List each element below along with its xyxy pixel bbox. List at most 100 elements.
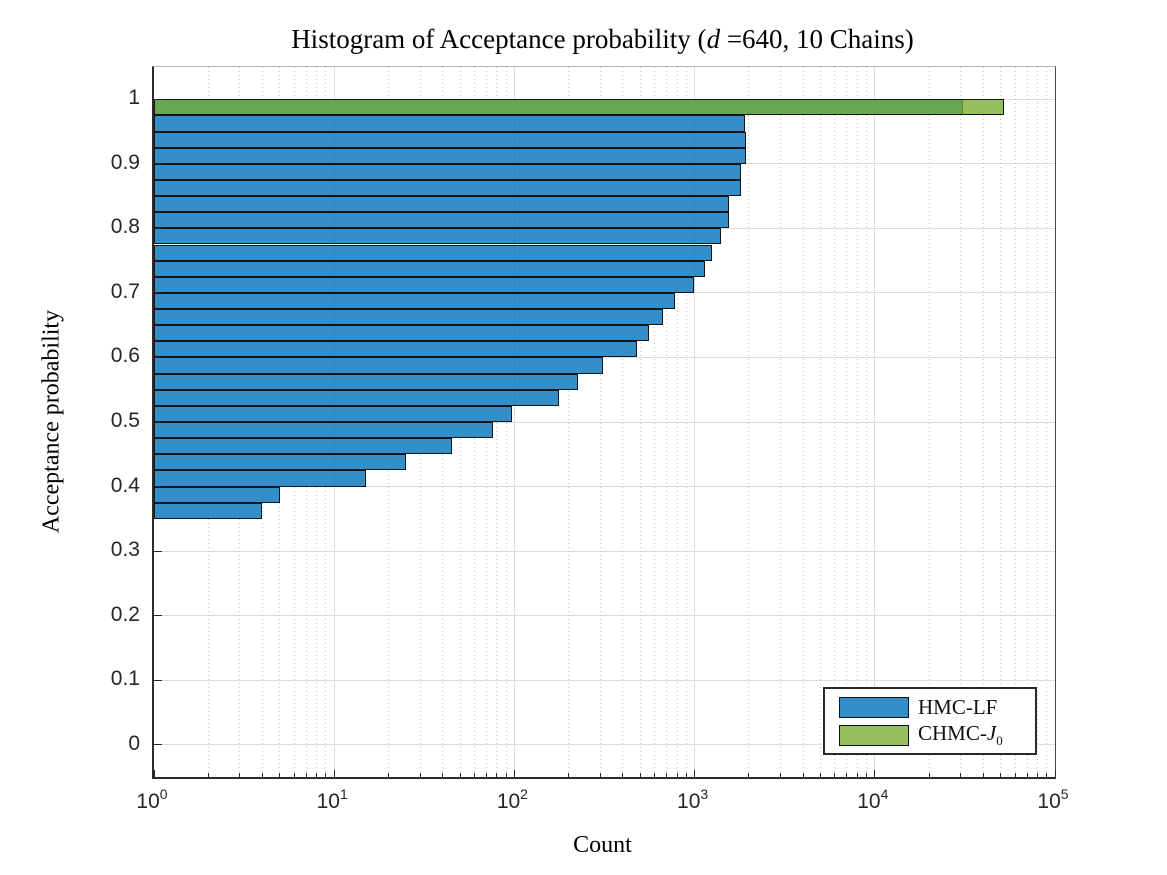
gridline-x-minor <box>846 67 848 777</box>
x-tick-label: 100 <box>136 786 168 813</box>
x-axis-minor-tick <box>442 773 444 777</box>
x-axis-major-tick <box>153 770 155 777</box>
histogram-bar-chmc-j0 <box>154 99 1004 116</box>
gridline-x-minor <box>685 67 687 777</box>
gridline-x-minor <box>856 67 858 777</box>
x-axis-minor-tick <box>473 773 475 777</box>
gridline-x-minor <box>639 67 641 777</box>
x-axis-minor-tick <box>261 773 263 777</box>
x-axis-minor-tick <box>459 773 461 777</box>
x-axis-minor-tick <box>419 773 421 777</box>
gridline-x-minor <box>820 67 822 777</box>
histogram-bar-hmc-lf <box>154 502 263 519</box>
histogram-bar-hmc-lf <box>154 276 694 293</box>
gridline-x-minor <box>505 67 507 777</box>
gridline-x-minor <box>622 67 624 777</box>
x-axis-major-tick <box>1054 770 1056 777</box>
histogram-bar-hmc-lf <box>154 260 705 277</box>
gridline-x-minor <box>780 67 782 777</box>
chart-title-prefix: Histogram of Acceptance probability ( <box>291 24 707 54</box>
x-tick-label: 102 <box>496 786 528 813</box>
x-axis-minor-tick <box>1037 773 1039 777</box>
y-tick-label: 0.4 <box>110 473 140 497</box>
gridline-x-minor <box>982 67 984 777</box>
x-axis-label: Count <box>573 832 632 858</box>
gridline-y-major <box>154 744 1055 746</box>
gridline-x-minor <box>1046 67 1048 777</box>
x-axis-minor-tick <box>1014 773 1016 777</box>
gridline-x-minor <box>1000 67 1002 777</box>
gridline-x-minor <box>866 67 868 777</box>
y-tick-label: 1 <box>128 86 140 110</box>
y-axis-major-tick <box>154 486 162 488</box>
y-axis-major-tick <box>154 421 162 423</box>
histogram-bar-hmc-lf <box>154 341 638 358</box>
y-tick-label: 0.7 <box>110 279 140 303</box>
x-tick-label: 105 <box>1037 786 1069 813</box>
y-axis-label: Acceptance probability <box>38 309 65 534</box>
histogram-bar-hmc-lf <box>154 292 676 310</box>
chart-title-suffix: =640, 10 Chains) <box>720 24 914 54</box>
histogram-bar-hmc-lf <box>154 325 650 342</box>
y-tick-label: 0.5 <box>110 409 140 432</box>
x-axis-minor-tick <box>928 773 930 777</box>
histogram-bar-hmc-lf <box>154 470 366 487</box>
y-axis-major-tick <box>154 163 162 165</box>
x-axis-minor-tick <box>485 773 487 777</box>
gridline-x-minor <box>496 67 498 777</box>
x-axis-minor-tick <box>639 773 641 777</box>
gridline-y-major <box>154 550 1055 552</box>
histogram-bar-hmc-lf <box>154 454 406 471</box>
y-axis-major-tick <box>154 227 162 229</box>
x-axis-minor-tick <box>496 773 498 777</box>
y-tick-label: 0.1 <box>110 667 140 691</box>
gridline-x-minor <box>802 67 804 777</box>
x-axis-minor-tick <box>568 773 570 777</box>
gridline-x-major <box>874 67 876 777</box>
x-axis-minor-tick <box>316 773 318 777</box>
histogram-bar-hmc-lf <box>154 309 664 326</box>
x-axis-major-tick <box>513 770 515 777</box>
chart-title: Histogram of Acceptance probability (d =… <box>152 24 1053 55</box>
x-tick-label: 103 <box>677 786 709 813</box>
legend-label-hmc-lf: HMC-LF <box>918 694 998 719</box>
x-axis-minor-tick <box>1046 773 1048 777</box>
y-tick-label: 0.6 <box>110 344 140 368</box>
x-axis-minor-tick <box>960 773 962 777</box>
histogram-bar-hmc-lf <box>154 212 729 229</box>
gridline-x-minor <box>834 67 836 777</box>
histogram-bar-hmc-lf <box>154 373 578 390</box>
gridline-y-major <box>154 356 1055 358</box>
x-tick-label: 104 <box>857 786 889 813</box>
x-axis-minor-tick <box>654 773 656 777</box>
x-axis-minor-tick <box>820 773 822 777</box>
gridline-x-minor <box>666 67 668 777</box>
legend-entry-hmc-lf: HMC-LF <box>825 694 1035 719</box>
gridline-y-major <box>154 421 1055 423</box>
y-axis-major-tick <box>154 356 162 358</box>
x-tick-label: 101 <box>316 786 348 813</box>
x-axis-minor-tick <box>982 773 984 777</box>
x-axis-minor-tick <box>207 773 209 777</box>
legend-swatch-hmc-lf <box>839 696 909 718</box>
x-axis-minor-tick <box>622 773 624 777</box>
gridline-x-major <box>694 67 696 777</box>
y-axis-major-tick <box>154 679 162 681</box>
x-axis-minor-tick <box>866 773 868 777</box>
x-axis-major-tick <box>874 770 876 777</box>
gridline-x-minor <box>1037 67 1039 777</box>
histogram-bar-hmc-lf <box>154 486 280 503</box>
gridline-x-minor <box>654 67 656 777</box>
x-axis-minor-tick <box>676 773 678 777</box>
histogram-bar-hmc-lf <box>154 438 452 455</box>
chart-title-variable: d <box>706 24 721 54</box>
gridline-y-major <box>154 486 1055 488</box>
x-axis-minor-tick <box>279 773 281 777</box>
histogram-bar-hmc-lf <box>154 163 741 180</box>
x-axis-minor-tick <box>780 773 782 777</box>
x-axis-minor-tick <box>802 773 804 777</box>
legend-box: HMC-LF CHMC-J0 <box>823 687 1037 755</box>
y-tick-label: 0.3 <box>110 538 140 562</box>
histogram-bar-hmc-lf <box>154 244 713 261</box>
x-axis-major-tick <box>694 770 696 777</box>
